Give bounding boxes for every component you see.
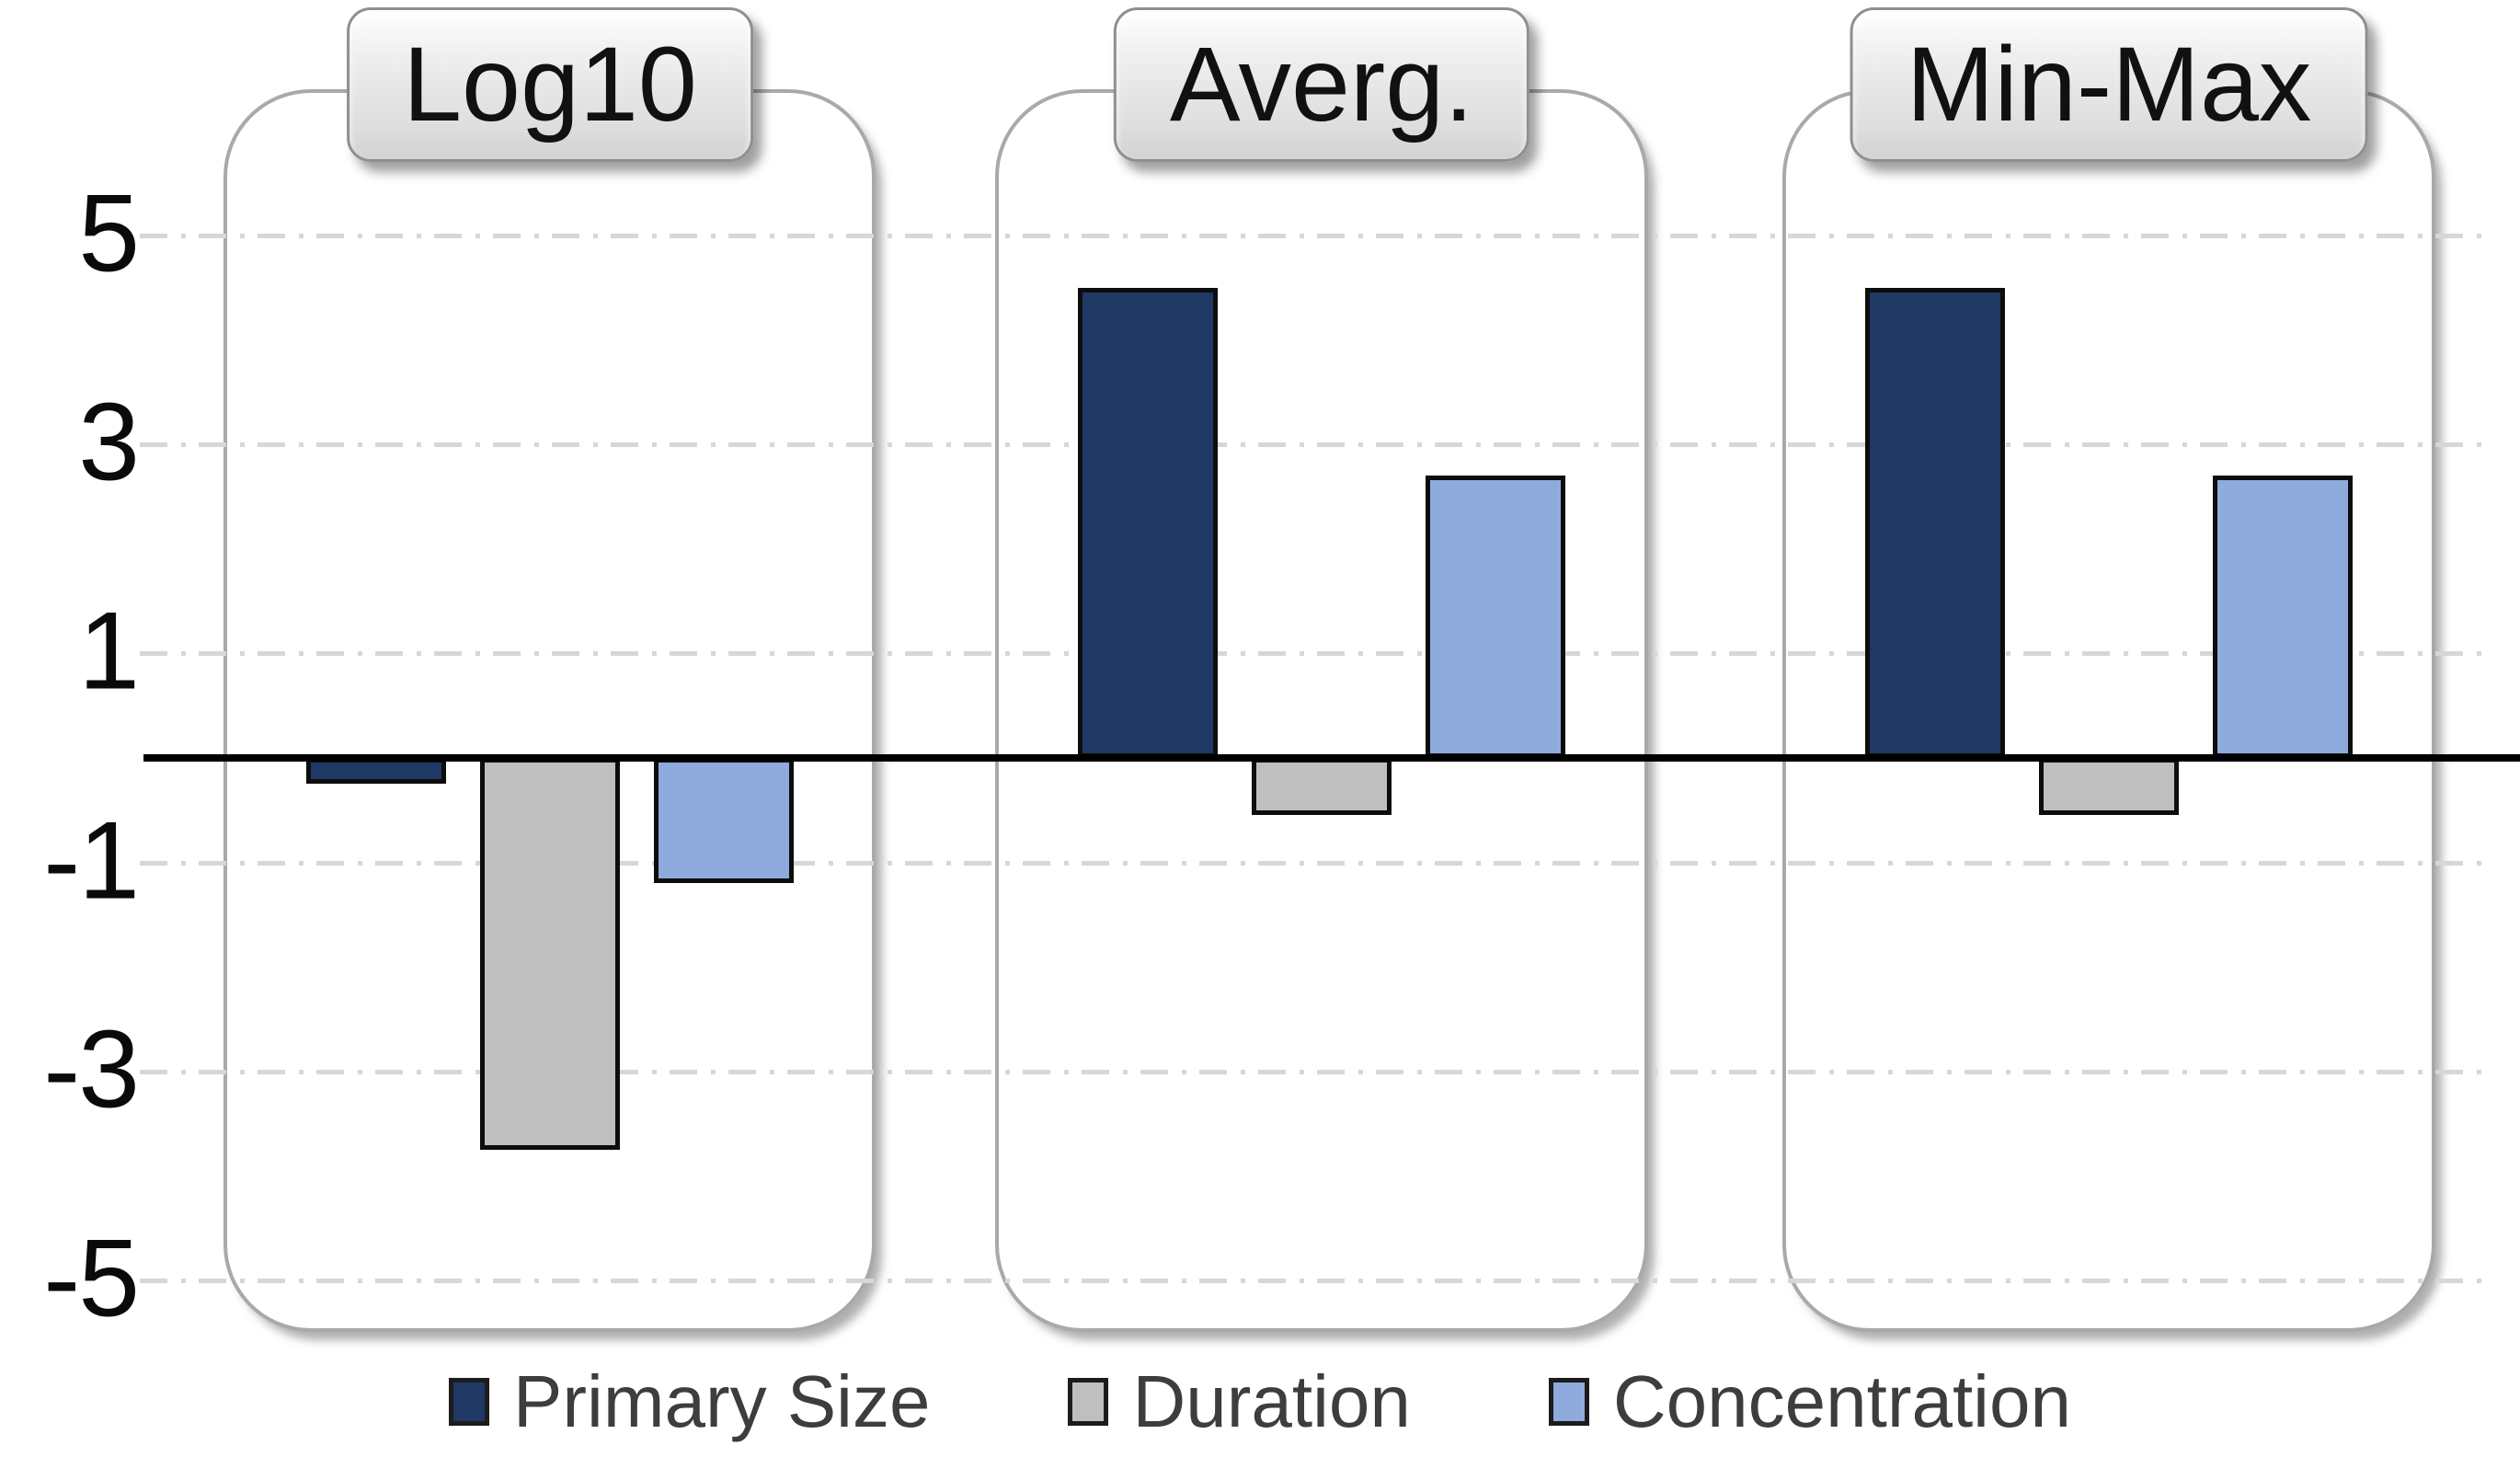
legend-item-duration: Duration xyxy=(1068,1360,1411,1442)
bar-averg-duration xyxy=(1252,758,1392,816)
y-tick-label-1: 1 xyxy=(78,589,140,713)
y-tick-label-5: 5 xyxy=(78,171,140,295)
y-tick-label-neg3: -3 xyxy=(43,1007,140,1131)
bar-log10-primary-size xyxy=(306,758,446,785)
legend-label-duration: Duration xyxy=(1132,1360,1411,1442)
gridline-3 xyxy=(140,442,2485,448)
legend-swatch-concentration xyxy=(1548,1378,1589,1426)
y-tick-label-neg1: -1 xyxy=(43,798,140,923)
badge-log10: Log10 xyxy=(347,7,753,162)
badge-averg-label: Averg. xyxy=(1169,25,1474,143)
badge-minmax-label: Min-Max xyxy=(1906,25,2312,143)
gridline--1 xyxy=(140,860,2485,866)
y-tick-label-3: 3 xyxy=(78,380,140,504)
bar-min-max-primary-size xyxy=(1865,287,2005,758)
legend-swatch-primary-size xyxy=(449,1378,490,1426)
bar-min-max-concentration xyxy=(2213,476,2353,758)
badge-minmax: Min-Max xyxy=(1850,7,2368,162)
legend-swatch-duration xyxy=(1068,1378,1109,1426)
legend: Primary Size Duration Concentration xyxy=(0,1354,2520,1450)
gridline-5 xyxy=(140,234,2485,238)
legend-item-concentration: Concentration xyxy=(1548,1360,2071,1442)
badge-averg: Averg. xyxy=(1113,7,1530,162)
legend-item-primary-size: Primary Size xyxy=(449,1365,930,1439)
legend-label-concentration: Concentration xyxy=(1612,1360,2071,1442)
badge-log10-label: Log10 xyxy=(403,25,697,143)
gridline--5 xyxy=(140,1279,2485,1283)
bar-log10-concentration xyxy=(654,758,794,884)
legend-label-primary-size: Primary Size xyxy=(513,1360,931,1442)
gridline-1 xyxy=(140,651,2485,657)
bar-log10-duration xyxy=(480,758,620,1150)
bar-min-max-duration xyxy=(2039,758,2179,816)
y-tick-label-neg5: -5 xyxy=(43,1216,140,1340)
bar-averg-concentration xyxy=(1426,476,1565,758)
zero-axis-line xyxy=(143,754,2520,762)
bar-averg-primary-size xyxy=(1078,287,1218,758)
gridline--3 xyxy=(140,1069,2485,1074)
